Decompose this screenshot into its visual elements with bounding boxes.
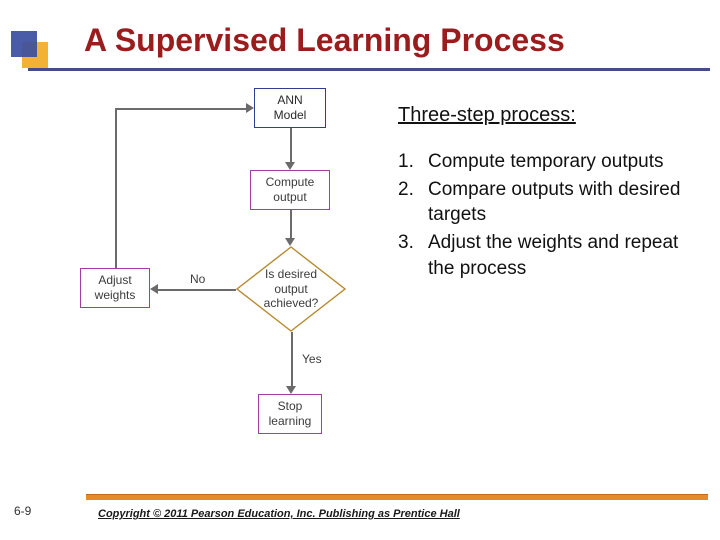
flow-node-stop: Stoplearning <box>258 394 322 434</box>
arrow-head-icon <box>246 103 254 113</box>
step-text: Adjust the weights and repeat the proces… <box>428 230 698 281</box>
right-column: Three-step process: 1.Compute temporary … <box>398 104 698 283</box>
flow-edge-label: Yes <box>302 352 322 366</box>
step-text: Compute temporary outputs <box>428 149 664 175</box>
subheading: Three-step process: <box>398 104 698 127</box>
arrow-head-icon <box>150 284 158 294</box>
flow-node-adjust: Adjustweights <box>80 268 150 308</box>
step-number: 2. <box>398 177 428 228</box>
flow-node-compute: Computeoutput <box>250 170 330 210</box>
step-item: 1.Compute temporary outputs <box>398 149 698 175</box>
flowchart: ANNModel Computeoutput Is desiredoutputach… <box>78 88 378 478</box>
step-text: Compare outputs with desired targets <box>428 177 698 228</box>
flow-edge-label: No <box>190 272 205 286</box>
flow-node-decision: Is desiredoutputachieved? <box>236 246 346 332</box>
arrow-head-icon <box>285 162 295 170</box>
flow-edge <box>290 210 292 238</box>
title-rule <box>28 68 710 71</box>
flow-edge <box>291 332 293 386</box>
step-number: 3. <box>398 230 428 281</box>
flow-node-label: Is desiredoutputachieved? <box>236 246 346 332</box>
flow-edge <box>290 128 292 162</box>
title-accent <box>22 42 48 68</box>
flow-edge <box>115 108 117 268</box>
step-item: 2.Compare outputs with desired targets <box>398 177 698 228</box>
step-list: 1.Compute temporary outputs2.Compare out… <box>398 149 698 281</box>
step-number: 1. <box>398 149 428 175</box>
arrow-head-icon <box>285 238 295 246</box>
flow-node-ann: ANNModel <box>254 88 326 128</box>
flow-edge <box>115 108 246 110</box>
arrow-head-icon <box>286 386 296 394</box>
step-item: 3.Adjust the weights and repeat the proc… <box>398 230 698 281</box>
copyright: Copyright © 2011 Pearson Education, Inc.… <box>98 508 460 520</box>
slide-title: A Supervised Learning Process <box>84 22 565 59</box>
flow-edge <box>158 289 236 291</box>
page-number: 6-9 <box>14 504 31 518</box>
footer-bar <box>86 494 708 500</box>
